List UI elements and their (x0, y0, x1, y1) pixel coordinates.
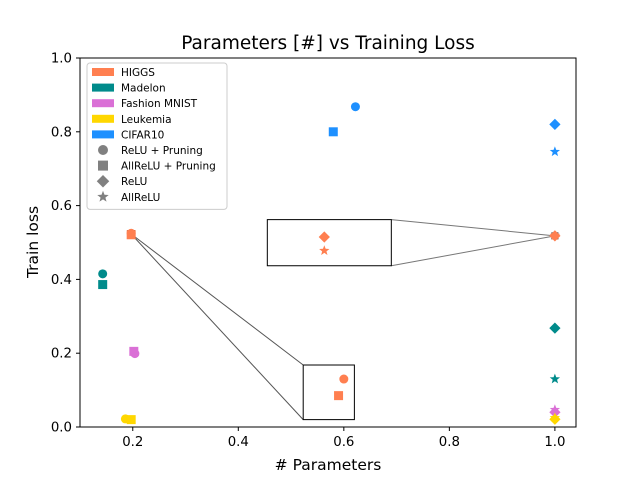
x-tick-label: 0.2 (122, 435, 143, 450)
inset-point-higgs-allrelu-pruning (334, 391, 344, 401)
data-point-madelon-allrelu-pruning (98, 280, 108, 290)
legend-marker-relu (96, 174, 110, 188)
x-tick-label: 0.8 (439, 435, 460, 450)
axis-ticks: 0.2 0.4 0.6 0.8 1.0 0.0 0.2 0.4 0.6 0.8 1.0 (51, 52, 566, 451)
inset-point-higgs-relu-pruning (339, 374, 349, 384)
data-point-cifar10-relu (549, 118, 561, 131)
data-point-madelon-relu (549, 322, 561, 334)
y-tick-label: 0.4 (51, 273, 72, 288)
legend-label-allrelu-pruning: AllReLU + Pruning (121, 161, 216, 173)
inset-connector-line (130, 233, 304, 420)
data-point-leukemia-allrelu-pruning (126, 415, 136, 425)
legend-swatch-higgs (92, 68, 114, 76)
y-tick-label: 0.0 (51, 421, 72, 436)
y-tick-label: 0.2 (51, 347, 72, 362)
legend-label-relu: ReLU (121, 176, 147, 188)
legend: HIGGS Madelon Fashion MNIST Leukemia CIFAR10… (86, 62, 228, 210)
chart-title: Parameters [#] vs Training Loss (181, 33, 475, 54)
x-tick-label: 1.0 (544, 435, 565, 450)
inset-connector-line (130, 233, 304, 366)
data-point-fashion-mnist-allrelu (549, 404, 561, 415)
inset-point-higgs-allrelu (319, 245, 330, 255)
inset-connector-line (391, 235, 555, 267)
legend-label-leukemia: Leukemia (121, 114, 172, 126)
legend-swatch-leukemia (92, 114, 114, 123)
legend-label-fashion-mnist: Fashion MNIST (121, 98, 198, 110)
x-tick-label: 0.6 (333, 435, 354, 450)
data-point-madelon-relu-pruning (98, 269, 108, 279)
data-point-cifar10-relu-pruning (350, 102, 360, 112)
y-tick-label: 0.6 (51, 199, 72, 214)
data-point-madelon-allrelu (549, 373, 561, 384)
legend-marker-allrelu (97, 190, 109, 202)
legend-box (86, 62, 228, 210)
legend-marker-relu-pruning (98, 145, 108, 155)
data-point-higgs-allrelu (549, 230, 561, 240)
legend-swatch-fashion-mnist (92, 99, 114, 108)
legend-label-higgs: HIGGS (121, 67, 155, 79)
data-point-fashion-mnist-allrelu-pruning (129, 346, 139, 356)
data-point-cifar10-allrelu-pruning (328, 127, 338, 137)
data-point-higgs-allrelu-pruning (126, 230, 136, 240)
inset-connector-line (391, 219, 555, 237)
legend-label-madelon: Madelon (121, 83, 166, 95)
y-tick-label: 0.8 (51, 125, 72, 140)
axes-frame (79, 57, 577, 428)
legend-swatch-cifar10 (92, 130, 114, 139)
x-axis-label: # Parameters (275, 456, 382, 474)
legend-marker-allrelu-pruning (98, 160, 108, 171)
y-axis-label: Train loss (24, 206, 42, 279)
y-tick-label: 1.0 (51, 52, 72, 67)
legend-swatch-madelon (92, 83, 114, 92)
legend-label-allrelu: AllReLU (121, 192, 160, 204)
inset-point-higgs-relu (318, 231, 330, 243)
data-point-cifar10-allrelu (549, 146, 561, 157)
legend-label-relu-pruning: ReLU + Pruning (121, 145, 203, 157)
inset-box-relu-zoom (266, 219, 392, 267)
inset-box-pruning-zoom (302, 364, 355, 421)
legend-label-cifar10: CIFAR10 (121, 129, 164, 141)
x-tick-label: 0.4 (228, 435, 249, 450)
data-point-leukemia-allrelu (549, 412, 561, 423)
